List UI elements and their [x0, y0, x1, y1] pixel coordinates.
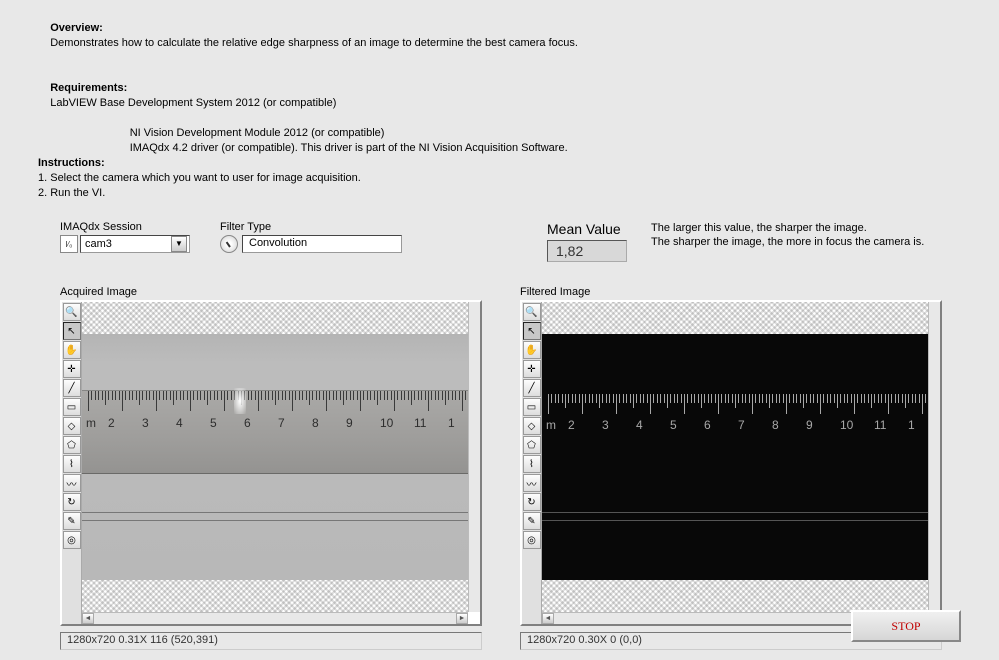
hand-icon[interactable]: ✋ [523, 341, 541, 359]
controls-row: IMAQdx Session I⁄₀ ▼ Filter Type Convolu… [0, 201, 999, 262]
session-block: IMAQdx Session I⁄₀ ▼ [60, 221, 220, 253]
req-text-3: IMAQdx 4.2 driver (or compatible). This … [130, 142, 568, 154]
session-label: IMAQdx Session [60, 221, 220, 233]
filtered-toolbar: 🔍↖✋✛╱▭◇⬠⌇〰↻✎◎ [522, 302, 542, 624]
cursor-icon[interactable]: ↖ [63, 322, 81, 340]
filter-block: Filter Type Convolution [220, 221, 402, 253]
acquired-toolbar: 🔍↖✋✛╱▭◇⬠⌇〰↻✎◎ [62, 302, 82, 624]
filtered-image: m2345678910111 [542, 334, 928, 580]
rectangle-icon[interactable]: ▭ [63, 398, 81, 416]
freehand-icon[interactable]: ⌇ [523, 455, 541, 473]
diamond-icon[interactable]: ◇ [63, 417, 81, 435]
zoom-in-icon[interactable]: 🔍 [63, 303, 81, 321]
io-icon: I⁄₀ [60, 235, 78, 253]
filtered-image-region[interactable]: m2345678910111 ◄ ► [542, 302, 940, 624]
acquired-status: 1280x720 0.31X 116 (520,391) [60, 632, 482, 650]
polygon-icon[interactable]: ⬠ [523, 436, 541, 454]
checker-top [82, 302, 468, 334]
filtered-panel: 🔍↖✋✛╱▭◇⬠⌇〰↻✎◎ m2345678910111 [520, 300, 942, 626]
v-scrollbar[interactable] [468, 302, 480, 612]
requirements-label: Requirements: [50, 82, 127, 94]
acquired-image-region[interactable]: m2345678910111 ◄ ► [82, 302, 480, 624]
filter-value[interactable]: Convolution [242, 235, 402, 253]
stop-button[interactable]: STOP [851, 610, 961, 642]
session-input[interactable] [81, 238, 171, 250]
filtered-display: Filtered Image 🔍↖✋✛╱▭◇⬠⌇〰↻✎◎ m2345678910… [520, 286, 942, 650]
overview-label: Overview: [50, 22, 103, 34]
checker-top [542, 302, 928, 334]
v-scrollbar[interactable] [928, 302, 940, 612]
annotate-icon[interactable]: ✎ [63, 512, 81, 530]
filtered-title: Filtered Image [520, 286, 942, 298]
description-block: Overview: Demonstrates how to calculate … [0, 0, 999, 201]
acquired-display: Acquired Image 🔍↖✋✛╱▭◇⬠⌇〰↻✎◎ m2345678910… [60, 286, 482, 650]
instructions-label: Instructions: [38, 157, 105, 169]
scroll-left[interactable]: ◄ [82, 613, 94, 624]
rectangle-icon[interactable]: ▭ [523, 398, 541, 416]
acquired-image-content: m2345678910111 [82, 334, 468, 580]
mean-label: Mean Value [547, 221, 627, 237]
rotate-icon[interactable]: ↻ [63, 493, 81, 511]
scroll-left[interactable]: ◄ [542, 613, 554, 624]
crosshair-icon[interactable]: ✛ [63, 360, 81, 378]
dial-icon[interactable] [220, 235, 238, 253]
line-icon[interactable]: ╱ [523, 379, 541, 397]
mean-description: The larger this value, the sharper the i… [651, 221, 924, 249]
rotate-icon[interactable]: ↻ [523, 493, 541, 511]
mean-block: Mean Value 1,82 The larger this value, t… [547, 221, 924, 262]
line-icon[interactable]: ╱ [63, 379, 81, 397]
magic-icon[interactable]: 〰 [523, 474, 541, 492]
target-icon[interactable]: ◎ [63, 531, 81, 549]
ruler-image: m2345678910111 [82, 334, 468, 580]
req-text-1: LabVIEW Base Development System 2012 (or… [50, 97, 336, 109]
freehand-icon[interactable]: ⌇ [63, 455, 81, 473]
annotate-icon[interactable]: ✎ [523, 512, 541, 530]
displays-row: Acquired Image 🔍↖✋✛╱▭◇⬠⌇〰↻✎◎ m2345678910… [0, 262, 999, 650]
acquired-panel: 🔍↖✋✛╱▭◇⬠⌇〰↻✎◎ m2345678910111 [60, 300, 482, 626]
cursor-icon[interactable]: ↖ [523, 322, 541, 340]
overview-text: Demonstrates how to calculate the relati… [50, 37, 578, 49]
magic-icon[interactable]: 〰 [63, 474, 81, 492]
hand-icon[interactable]: ✋ [63, 341, 81, 359]
mean-value: 1,82 [547, 240, 627, 262]
filtered-image-content: m2345678910111 [542, 334, 928, 580]
instruction-step-2: 2. Run the VI. [38, 186, 999, 201]
checker-bottom [542, 580, 928, 612]
h-scrollbar[interactable]: ◄ ► [82, 612, 468, 624]
acquired-title: Acquired Image [60, 286, 482, 298]
checker-bottom [82, 580, 468, 612]
scroll-right[interactable]: ► [456, 613, 468, 624]
zoom-in-icon[interactable]: 🔍 [523, 303, 541, 321]
diamond-icon[interactable]: ◇ [523, 417, 541, 435]
dropdown-button[interactable]: ▼ [171, 236, 187, 252]
crosshair-icon[interactable]: ✛ [523, 360, 541, 378]
target-icon[interactable]: ◎ [523, 531, 541, 549]
instruction-step-1: 1. Select the camera which you want to u… [38, 171, 999, 186]
session-dropdown[interactable]: ▼ [80, 235, 190, 253]
polygon-icon[interactable]: ⬠ [63, 436, 81, 454]
filter-label: Filter Type [220, 221, 402, 233]
req-text-2: NI Vision Development Module 2012 (or co… [130, 127, 385, 139]
